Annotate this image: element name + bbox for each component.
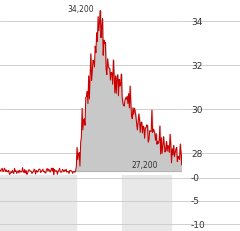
Text: 28: 28 [191, 149, 202, 158]
Text: Apr: Apr [44, 182, 60, 191]
Text: -0: -0 [191, 173, 200, 182]
Text: -5: -5 [191, 197, 200, 205]
Text: 30: 30 [191, 105, 203, 114]
Text: 27,200: 27,200 [132, 160, 158, 169]
Text: Okt: Okt [135, 182, 151, 191]
Text: 34: 34 [191, 18, 202, 26]
Text: Jan: Jan [0, 182, 14, 191]
Text: Jul: Jul [92, 182, 103, 191]
Text: 32: 32 [191, 61, 202, 70]
Text: 34,200: 34,200 [68, 5, 95, 14]
Text: -10: -10 [191, 220, 206, 228]
